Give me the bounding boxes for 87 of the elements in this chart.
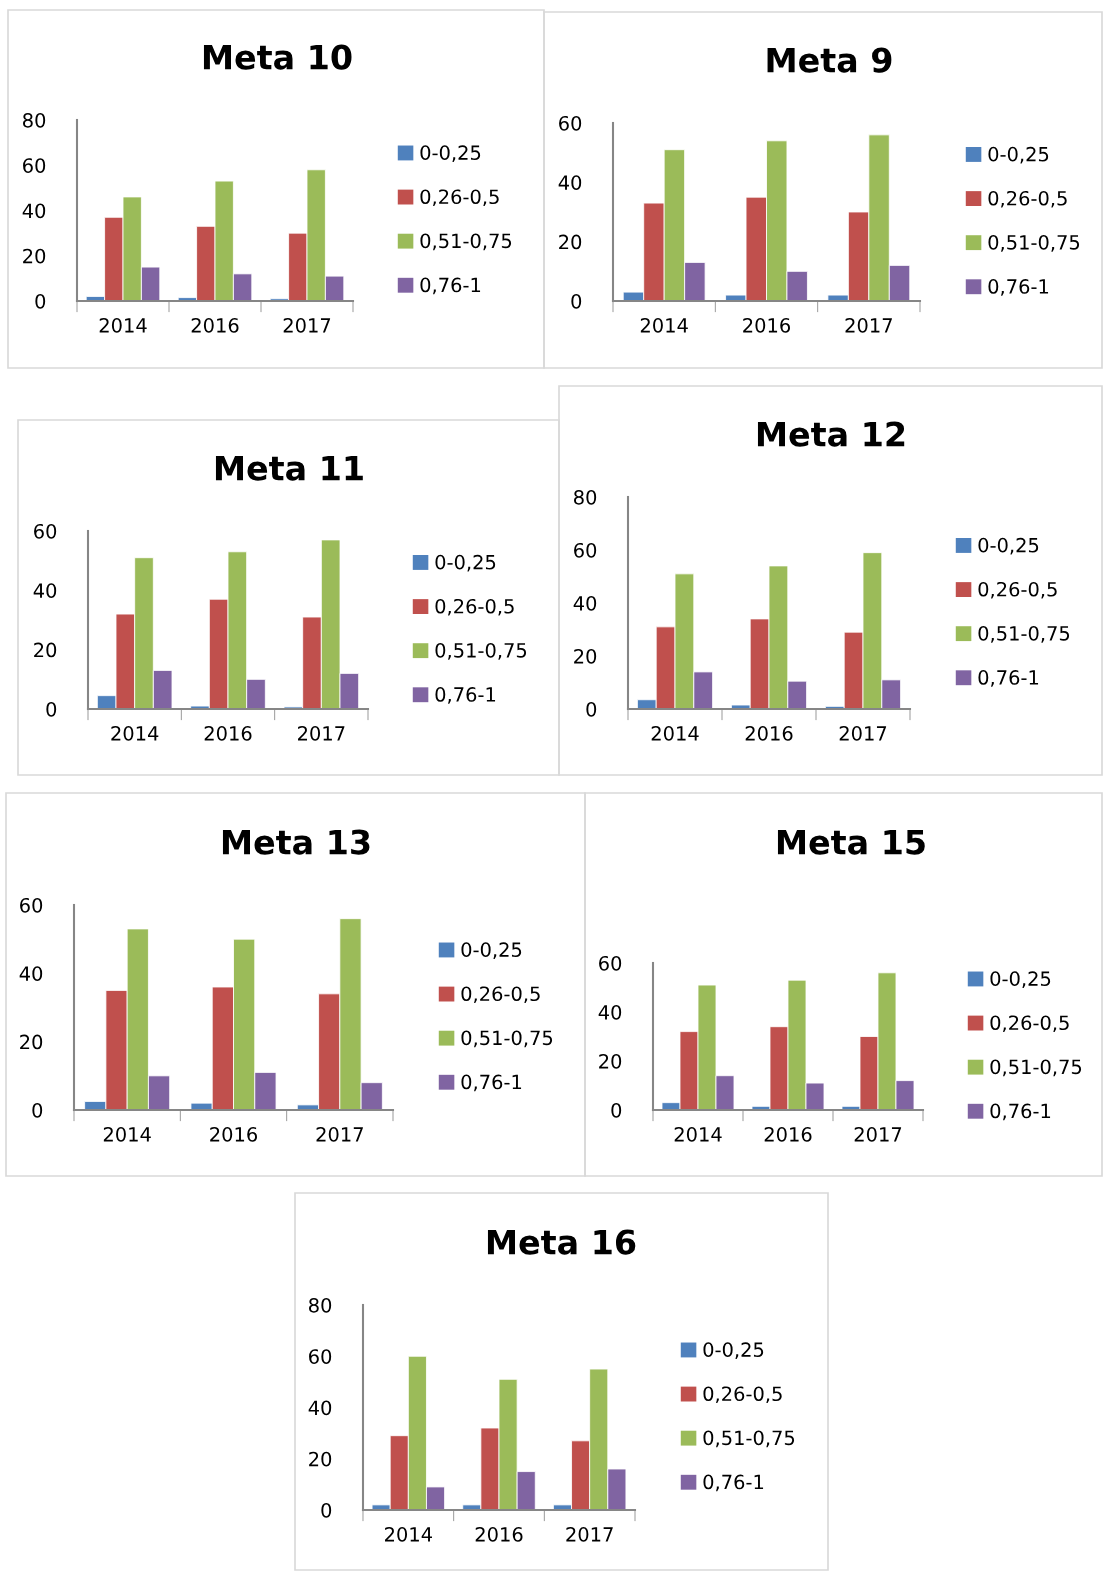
- x-tick-label: 2016: [745, 726, 793, 741]
- legend-label: 0-0,25: [420, 145, 481, 162]
- y-tick-label: 80: [309, 1297, 332, 1313]
- legend-label: 0,76-1: [703, 1474, 764, 1492]
- legend-label: 0,51-0,75: [461, 1030, 553, 1048]
- legend-label: 0,51-0,75: [988, 234, 1080, 252]
- chart-title: Meta 15: [777, 829, 925, 855]
- y-tick-label: 40: [573, 595, 597, 611]
- y-tick-label: 40: [308, 1400, 332, 1416]
- y-tick-label: 60: [23, 158, 46, 173]
- legend-label: 0,76-1: [978, 670, 1039, 687]
- x-tick-label: 2017: [298, 726, 345, 741]
- x-tick-label: 2017: [854, 1127, 902, 1142]
- y-tick-label: 20: [559, 234, 582, 250]
- legend-label: 0,26-0,5: [978, 581, 1057, 599]
- y-tick-label: 60: [574, 542, 597, 558]
- legend-label: 0,51-0,75: [420, 233, 512, 251]
- legend-label: 0,51-0,75: [990, 1059, 1082, 1077]
- y-tick-label: 0: [321, 1502, 332, 1518]
- y-tick-label: 0: [35, 293, 46, 309]
- y-tick-label: 20: [34, 642, 57, 658]
- x-tick-label: 2017: [566, 1527, 613, 1542]
- x-tick-label: 2016: [743, 318, 791, 333]
- y-tick-label: 40: [558, 175, 582, 190]
- x-tick-label: 2016: [204, 726, 252, 741]
- legend-label: 0,51-0,75: [703, 1430, 795, 1448]
- legend-label: 0,76-1: [461, 1074, 522, 1092]
- legend-label: 0-0,25: [703, 1342, 764, 1359]
- y-tick-label: 80: [574, 489, 597, 505]
- legend-label: 0,26-0,5: [461, 986, 540, 1004]
- chart-title: Meta 16: [487, 1229, 636, 1255]
- y-tick-label: 40: [22, 203, 46, 219]
- y-tick-label: 0: [46, 701, 57, 717]
- chart-title: Meta 12: [757, 421, 905, 447]
- legend-label: 0-0,25: [988, 146, 1049, 164]
- y-tick-label: 0: [611, 1102, 622, 1118]
- chart-title: Meta 10: [203, 44, 352, 70]
- legend-label: 0-0,25: [978, 537, 1039, 555]
- y-tick-label: 60: [309, 1349, 332, 1364]
- legend-label: 0,76-1: [435, 687, 496, 704]
- y-tick-label: 40: [598, 1004, 622, 1020]
- y-tick-label: 40: [19, 966, 43, 981]
- y-tick-label: 60: [34, 523, 57, 539]
- x-tick-label: 2016: [191, 318, 239, 333]
- x-tick-label: 2017: [283, 318, 331, 333]
- x-tick-label: 2017: [316, 1127, 363, 1142]
- x-tick-label: 2016: [210, 1127, 258, 1142]
- legend-label: 0-0,25: [435, 554, 496, 572]
- x-tick-label: 2014: [111, 726, 159, 741]
- chart-title: Meta 13: [222, 829, 370, 855]
- legend-label: 0-0,25: [990, 971, 1051, 988]
- legend-label: 0,26-0,5: [435, 598, 514, 616]
- legend-label: 0,76-1: [988, 279, 1049, 296]
- x-tick-label: 2014: [674, 1127, 722, 1142]
- y-tick-label: 20: [23, 248, 46, 264]
- x-tick-label: 2014: [640, 318, 688, 333]
- legend-label: 0,51-0,75: [978, 625, 1070, 643]
- y-tick-label: 0: [32, 1102, 43, 1118]
- y-tick-label: 60: [559, 115, 582, 131]
- x-tick-label: 2017: [839, 726, 887, 741]
- y-tick-label: 20: [574, 648, 597, 664]
- legend-label: 0,26-0,5: [988, 190, 1067, 208]
- legend-label: 0,76-1: [420, 277, 481, 295]
- x-tick-label: 2014: [385, 1527, 432, 1542]
- y-tick-label: 40: [33, 583, 57, 598]
- x-tick-label: 2014: [103, 1127, 151, 1142]
- legend-label: 0,26-0,5: [990, 1015, 1069, 1033]
- x-tick-label: 2017: [845, 318, 892, 333]
- y-tick-label: 20: [599, 1053, 622, 1069]
- x-tick-label: 2016: [764, 1127, 812, 1142]
- y-tick-label: 60: [20, 897, 43, 913]
- y-tick-label: 20: [20, 1034, 43, 1050]
- x-tick-label: 2016: [475, 1527, 523, 1542]
- legend-label: 0,26-0,5: [703, 1386, 782, 1404]
- y-tick-label: 20: [309, 1451, 332, 1467]
- legend-label: 0,76-1: [990, 1103, 1051, 1121]
- chart-title: Meta 9: [767, 47, 892, 73]
- y-tick-label: 80: [23, 112, 46, 128]
- legend-label: 0,51-0,75: [435, 642, 527, 660]
- y-tick-label: 0: [586, 701, 597, 717]
- legend-label: 0-0,25: [461, 942, 522, 959]
- x-tick-label: 2014: [99, 318, 147, 333]
- y-tick-label: 60: [599, 955, 622, 971]
- legend-label: 0,26-0,5: [420, 189, 499, 207]
- x-tick-label: 2014: [651, 726, 699, 741]
- chart-title: Meta 11: [215, 455, 363, 481]
- y-tick-label: 0: [571, 293, 582, 309]
